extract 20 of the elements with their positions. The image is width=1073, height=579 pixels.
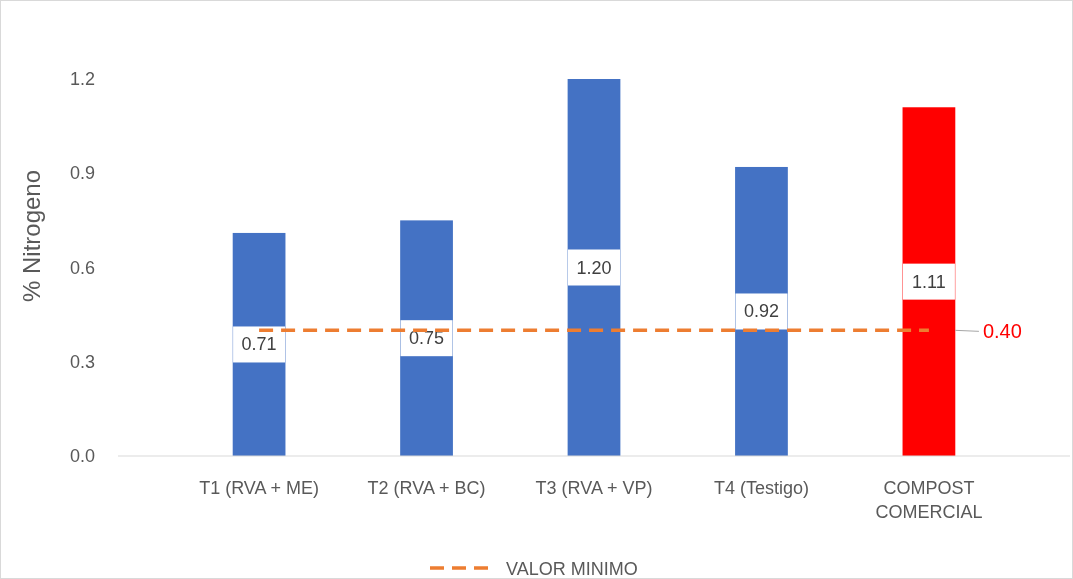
y-tick-label: 0.3: [69, 351, 95, 372]
x-tick-label: T4 (Testigo): [713, 478, 809, 498]
y-tick-label: 1.2: [69, 69, 95, 89]
data-label: 0.71: [241, 334, 277, 355]
x-tick-label: T1 (RVA + ME): [199, 478, 320, 498]
bar: [735, 166, 788, 456]
y-axis-title: % Nitrogeno: [18, 169, 45, 303]
x-tick-label: T2 (RVA + BC): [367, 478, 486, 498]
x-tick-label: T3 (RVA + VP): [535, 478, 653, 498]
data-label: 1.20: [576, 257, 612, 278]
x-tick-label: COMPOST COMERCIAL: [875, 478, 983, 522]
y-tick-label: 0.9: [69, 163, 95, 184]
y-tick-label: 0.0: [69, 446, 95, 466]
data-label: 1.11: [912, 271, 946, 292]
bar: [567, 79, 621, 456]
annotation: 0.40: [982, 320, 1022, 343]
y-tick-label: 0.6: [69, 257, 95, 278]
bar: [902, 107, 956, 456]
data-label: 0.92: [743, 301, 779, 322]
legend-label: VALOR MINIMO: [506, 559, 638, 579]
